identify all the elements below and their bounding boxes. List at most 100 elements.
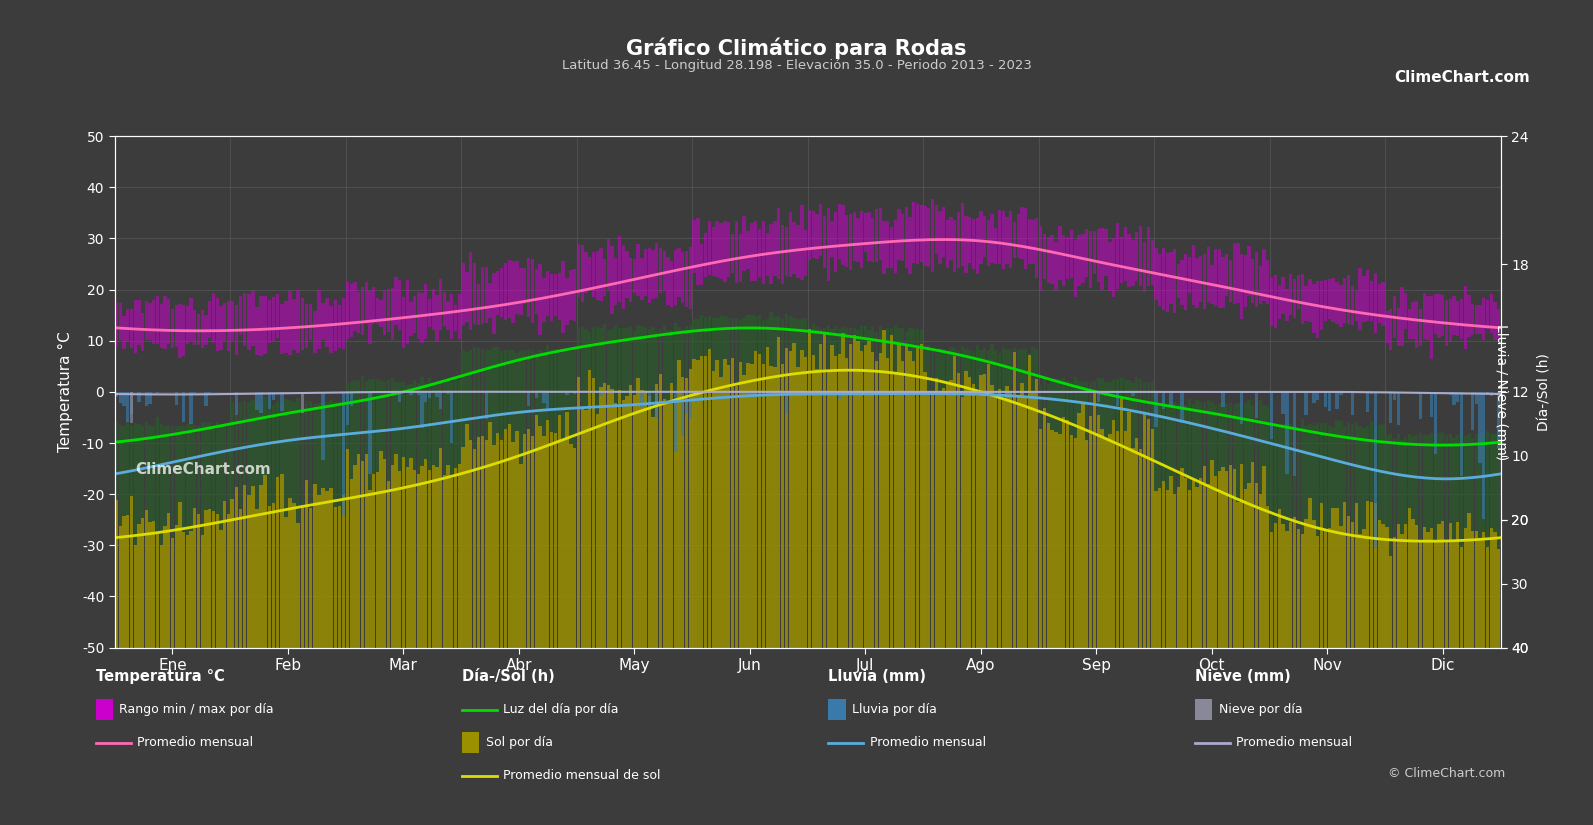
Bar [1031,346,1035,392]
Bar [1039,384,1042,429]
Bar [465,352,468,424]
Bar [857,218,860,262]
Bar [317,290,320,348]
Bar [1497,392,1501,448]
Bar [123,516,126,648]
Bar [429,299,432,328]
Bar [1370,502,1373,648]
Bar [652,327,655,417]
Bar [443,292,446,326]
Bar [421,377,424,466]
Bar [322,392,325,460]
Bar [342,496,346,648]
Bar [1278,509,1281,648]
Bar [781,224,784,284]
Bar [796,319,800,366]
Bar [1069,382,1074,435]
Bar [451,478,454,648]
Bar [1043,233,1047,279]
Bar [1166,253,1169,312]
Bar [239,509,242,648]
Bar [618,328,621,389]
Bar [373,380,376,474]
Bar [975,396,978,648]
Bar [1024,395,1027,648]
Bar [1155,392,1158,427]
Bar [115,302,118,346]
Bar [838,328,841,354]
Bar [201,422,204,535]
Bar [1161,481,1164,648]
Bar [1324,530,1327,648]
Bar [1150,429,1153,648]
Bar [301,298,304,350]
Bar [284,301,288,353]
Bar [1142,242,1147,292]
Bar [666,402,669,648]
Bar [406,280,409,344]
Bar [674,250,677,305]
Bar [1316,535,1319,648]
Bar [500,440,503,648]
Bar [457,294,460,339]
Bar [637,325,640,379]
Bar [360,461,365,648]
Bar [1389,309,1392,350]
Bar [1278,285,1281,318]
Bar [357,292,360,332]
Bar [1373,427,1378,503]
Bar [454,380,457,468]
Bar [685,392,688,413]
Bar [1169,476,1172,648]
Bar [983,374,986,648]
Bar [930,348,933,390]
Bar [1222,257,1225,308]
Bar [573,348,577,448]
Bar [424,285,427,339]
Bar [1236,243,1239,303]
Bar [819,204,822,256]
Bar [569,351,572,444]
Bar [648,248,652,303]
Bar [1085,441,1088,648]
Bar [1389,392,1392,423]
Bar [1206,484,1209,648]
Text: Nieve por día: Nieve por día [1219,703,1301,716]
Bar [424,383,427,459]
Bar [972,219,975,270]
Bar [242,485,247,648]
Text: Gráfico Climático para Rodas: Gráfico Climático para Rodas [626,37,967,59]
Bar [1085,381,1088,441]
Bar [357,454,360,648]
Bar [1150,381,1153,429]
Bar [349,392,354,406]
Text: Temperatura °C: Temperatura °C [96,668,225,684]
Bar [1069,230,1074,278]
Bar [1324,280,1327,321]
Bar [811,324,816,355]
Bar [215,298,218,351]
Bar [1169,392,1172,406]
Bar [879,352,883,648]
Text: Día-/Sol (h): Día-/Sol (h) [462,668,554,684]
Bar [1281,277,1286,314]
Bar [1195,400,1198,487]
Bar [1096,379,1101,415]
Bar [644,249,647,295]
Bar [863,346,867,648]
Bar [860,326,863,351]
Bar [596,251,599,300]
Bar [454,468,457,648]
Bar [949,347,953,380]
Bar [975,345,978,396]
Bar [652,417,655,648]
Bar [644,392,647,648]
Bar [607,385,610,648]
Bar [1431,296,1434,359]
Bar [443,475,446,648]
Text: Promedio mensual: Promedio mensual [870,736,986,749]
Bar [284,516,288,648]
Bar [301,403,304,505]
Bar [145,301,148,341]
Bar [753,221,757,280]
